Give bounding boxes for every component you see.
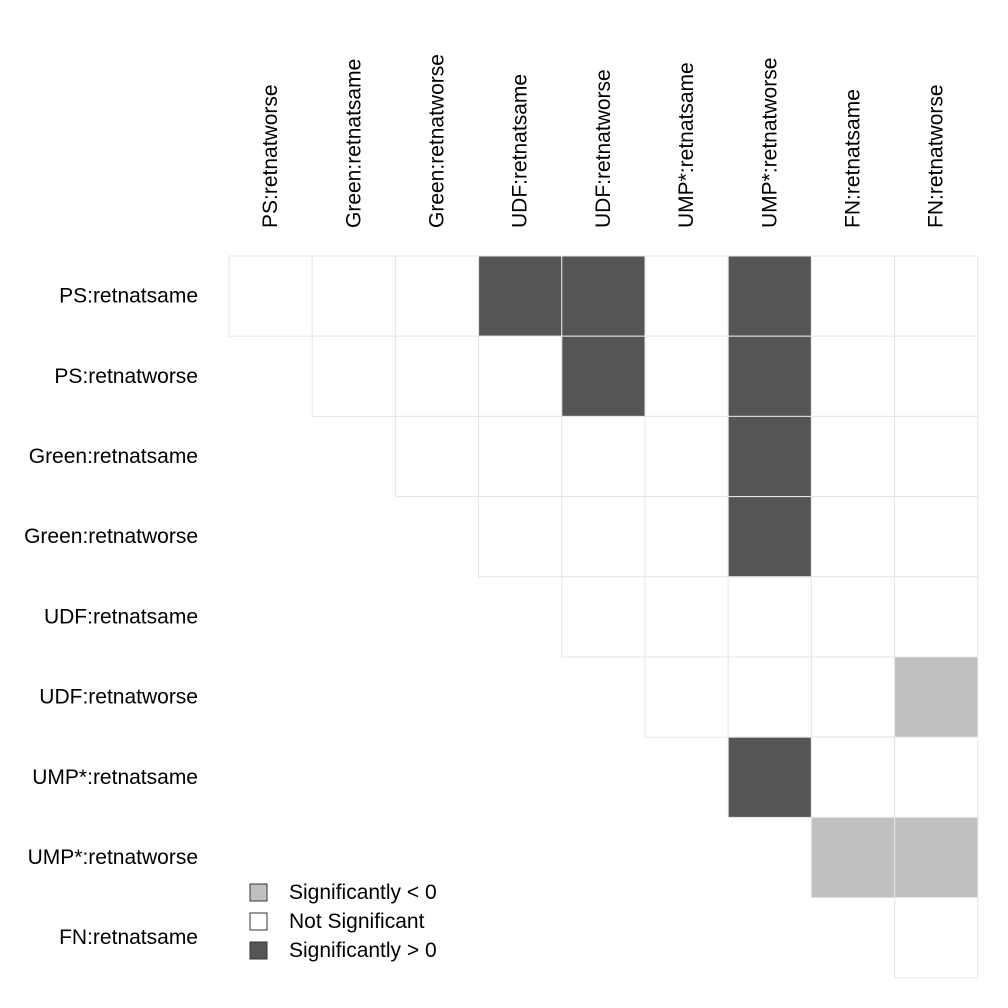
column-label: UMP*:retnatsame bbox=[675, 62, 698, 228]
row-label: Green:retnatsame bbox=[29, 445, 198, 468]
heatmap-cells bbox=[228, 255, 979, 979]
heatmap-cell bbox=[727, 496, 812, 578]
heatmap-cell bbox=[228, 255, 313, 337]
column-labels: PS:retnatworse Green:retnatsame Green:retn… bbox=[259, 54, 948, 228]
legend-label: Significantly > 0 bbox=[289, 939, 437, 962]
heatmap-cell bbox=[894, 415, 979, 498]
heatmap-cell bbox=[394, 335, 480, 417]
heatmap-cell bbox=[561, 335, 646, 417]
heatmap-cell bbox=[394, 255, 480, 337]
column-label: PS:retnatworse bbox=[259, 84, 282, 228]
heatmap-cell bbox=[810, 576, 896, 658]
heatmap-cell bbox=[894, 656, 979, 738]
heatmap-cell bbox=[810, 656, 896, 738]
legend-key bbox=[249, 912, 268, 931]
heatmap-cell bbox=[478, 255, 563, 337]
column-label: Green:retnatsame bbox=[342, 59, 365, 228]
heatmap-cell bbox=[561, 415, 646, 498]
row-label: UMP*:retnatsame bbox=[32, 766, 198, 789]
legend-label: Significantly < 0 bbox=[289, 881, 437, 904]
heatmap-cell bbox=[311, 255, 396, 337]
heatmap-cell bbox=[810, 736, 896, 818]
legend-label: Not Significant bbox=[289, 910, 425, 933]
heatmap-cell bbox=[894, 255, 979, 337]
heatmap-cell bbox=[810, 496, 896, 578]
legend-key bbox=[249, 941, 268, 960]
heatmap-cell bbox=[727, 255, 812, 337]
row-label: UDF:retnatworse bbox=[39, 686, 198, 709]
legend: Significantly < 0 Not Significant Signific… bbox=[249, 881, 437, 962]
heatmap-cell bbox=[810, 816, 896, 899]
heatmap-cell bbox=[727, 736, 812, 818]
heatmap-cell bbox=[894, 897, 979, 979]
row-labels: PS:retnatsame PS:retnatworse Green:retnats… bbox=[24, 285, 198, 950]
heatmap-cell bbox=[311, 335, 396, 417]
heatmap-cell bbox=[727, 335, 812, 417]
heatmap-cell bbox=[894, 496, 979, 578]
column-label: UMP*:retnatworse bbox=[758, 58, 781, 228]
row-label: PS:retnatsame bbox=[59, 285, 198, 308]
heatmap-cell bbox=[727, 576, 812, 658]
column-label: UDF:retnatsame bbox=[509, 74, 532, 228]
heatmap-cell bbox=[478, 496, 563, 578]
heatmap-cell bbox=[561, 576, 646, 658]
column-label: UDF:retnatworse bbox=[592, 69, 615, 228]
heatmap-cell bbox=[810, 255, 896, 337]
row-label: PS:retnatworse bbox=[54, 365, 198, 388]
heatmap-cell bbox=[644, 496, 729, 578]
heatmap-cell bbox=[644, 335, 729, 417]
heatmap-cell bbox=[727, 656, 812, 738]
column-label: Green:retnatworse bbox=[426, 54, 449, 228]
heatmap-cell bbox=[561, 255, 646, 337]
heatmap-cell bbox=[644, 415, 729, 498]
heatmap-cell bbox=[561, 496, 646, 578]
heatmap-cell bbox=[810, 415, 896, 498]
heatmap-cell bbox=[478, 335, 563, 417]
row-label: FN:retnatsame bbox=[59, 926, 198, 949]
heatmap-cell bbox=[894, 736, 979, 818]
column-label: FN:retnatsame bbox=[842, 89, 865, 228]
row-label: UDF:retnatsame bbox=[44, 605, 198, 628]
heatmap-cell bbox=[727, 415, 812, 498]
heatmap-cell bbox=[644, 255, 729, 337]
legend-key bbox=[249, 883, 268, 902]
row-label: Green:retnatworse bbox=[24, 525, 198, 548]
heatmap-cell bbox=[894, 816, 979, 899]
heatmap-cell bbox=[394, 415, 480, 498]
heatmap-cell bbox=[644, 656, 729, 738]
row-label: UMP*:retnatworse bbox=[28, 846, 198, 869]
column-label: FN:retnatworse bbox=[925, 84, 948, 228]
heatmap-cell bbox=[478, 415, 563, 498]
heatmap-cell bbox=[644, 576, 729, 658]
heatmap-cell bbox=[810, 335, 896, 417]
heatmap-cell bbox=[894, 335, 979, 417]
heatmap-cell bbox=[894, 576, 979, 658]
